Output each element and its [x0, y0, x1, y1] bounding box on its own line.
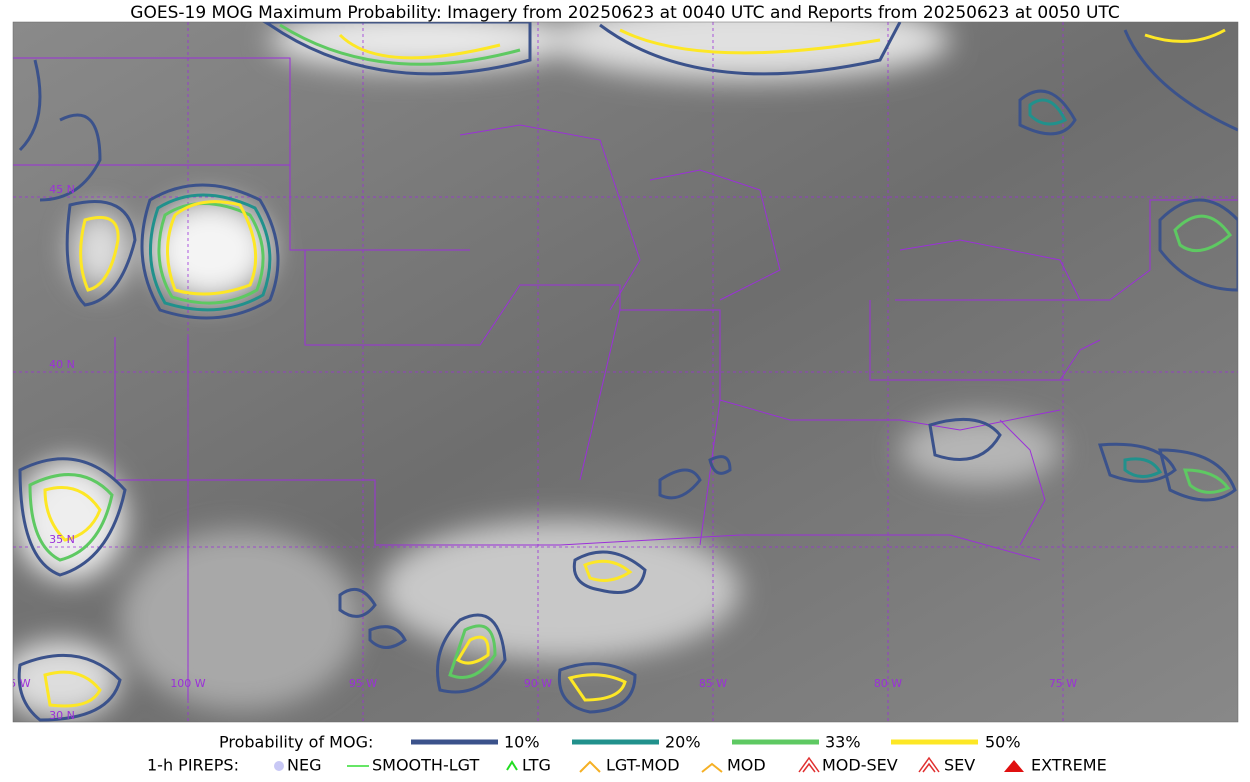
- legend-label: SEV: [944, 756, 975, 775]
- legend-label: MOD-SEV: [822, 756, 898, 775]
- lat-label: 35 N: [49, 533, 75, 546]
- legend-symbol: [798, 756, 820, 773]
- legend-symbol: [1004, 760, 1024, 772]
- lon-label: 75 W: [1049, 677, 1077, 690]
- contours: [17, 22, 1238, 722]
- legend-symbol: [701, 762, 723, 773]
- legend-label: 50%: [985, 733, 1021, 752]
- legend-title: Probability of MOG:: [219, 733, 373, 752]
- lat-label: 30 N: [49, 709, 75, 722]
- legend-label: 10%: [504, 733, 540, 752]
- legend-symbol: [274, 761, 284, 771]
- legend-label: LGT-MOD: [606, 756, 680, 775]
- lon-label: 90 W: [524, 677, 552, 690]
- lon-label: 80 W: [874, 677, 902, 690]
- lon-label: 100 W: [170, 677, 205, 690]
- legend-symbol: [506, 760, 518, 771]
- legend-label: 33%: [825, 733, 861, 752]
- lat-label: 40 N: [49, 358, 75, 371]
- title: GOES-19 MOG Maximum Probability: Imagery…: [130, 3, 1119, 23]
- state-borders: [13, 57, 1238, 700]
- lon-label: 95 W: [349, 677, 377, 690]
- legend-label: NEG: [287, 756, 321, 775]
- lat-label: 45 N: [49, 183, 75, 196]
- legend-symbol: [918, 756, 940, 773]
- legend-label: SMOOTH-LGT: [372, 756, 479, 775]
- legend: Probability of MOG: 10% 20% 33% 50% 1-h …: [147, 733, 1107, 775]
- legend-label: LTG: [522, 756, 551, 775]
- legend-label: EXTREME: [1031, 756, 1107, 775]
- legend-symbol: [579, 760, 601, 773]
- map: 45 N 40 N 35 N 30 N 105 W 100 W 95 W 90 …: [0, 22, 1238, 722]
- lon-label: 85 W: [699, 677, 727, 690]
- lon-label: 105 W: [0, 677, 31, 690]
- map-frame: [12, 21, 1239, 723]
- legend-label: MOD: [727, 756, 766, 775]
- legend-label: 20%: [665, 733, 701, 752]
- legend-title: 1-h PIREPS:: [147, 756, 239, 775]
